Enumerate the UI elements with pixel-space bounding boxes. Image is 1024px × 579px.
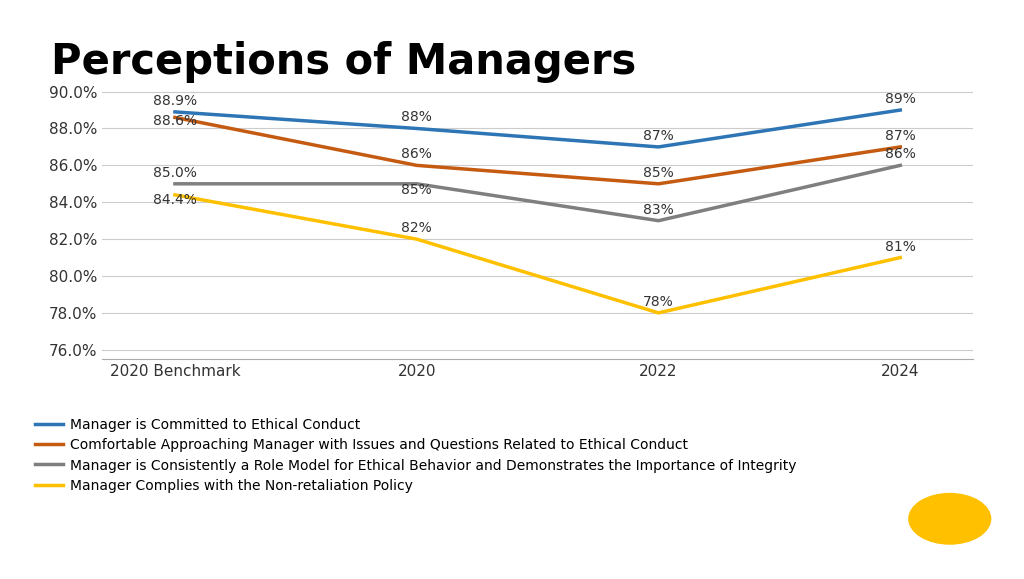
Legend: Manager is Committed to Ethical Conduct, Comfortable Approaching Manager with Is: Manager is Committed to Ethical Conduct,… bbox=[36, 418, 797, 493]
Text: 89%: 89% bbox=[885, 92, 915, 106]
Text: UCF: UCF bbox=[930, 552, 970, 570]
Text: 88.6%: 88.6% bbox=[153, 115, 197, 129]
Text: 85%: 85% bbox=[401, 183, 432, 197]
Text: 88%: 88% bbox=[401, 111, 432, 124]
Text: 86%: 86% bbox=[401, 147, 432, 162]
Text: 88.9%: 88.9% bbox=[153, 94, 197, 108]
Text: 83%: 83% bbox=[643, 203, 674, 217]
Circle shape bbox=[908, 493, 991, 545]
Text: 81%: 81% bbox=[885, 240, 915, 254]
Text: 85.0%: 85.0% bbox=[153, 166, 197, 179]
Text: 82%: 82% bbox=[401, 221, 432, 235]
Text: 87%: 87% bbox=[885, 129, 915, 143]
Text: 87%: 87% bbox=[643, 129, 674, 143]
Text: 84.4%: 84.4% bbox=[153, 193, 197, 207]
Text: 85%: 85% bbox=[643, 166, 674, 179]
Text: 78%: 78% bbox=[643, 295, 674, 309]
Text: UCF: UCF bbox=[930, 544, 970, 562]
Text: Perceptions of Managers: Perceptions of Managers bbox=[51, 41, 637, 83]
Text: 86%: 86% bbox=[885, 147, 915, 162]
